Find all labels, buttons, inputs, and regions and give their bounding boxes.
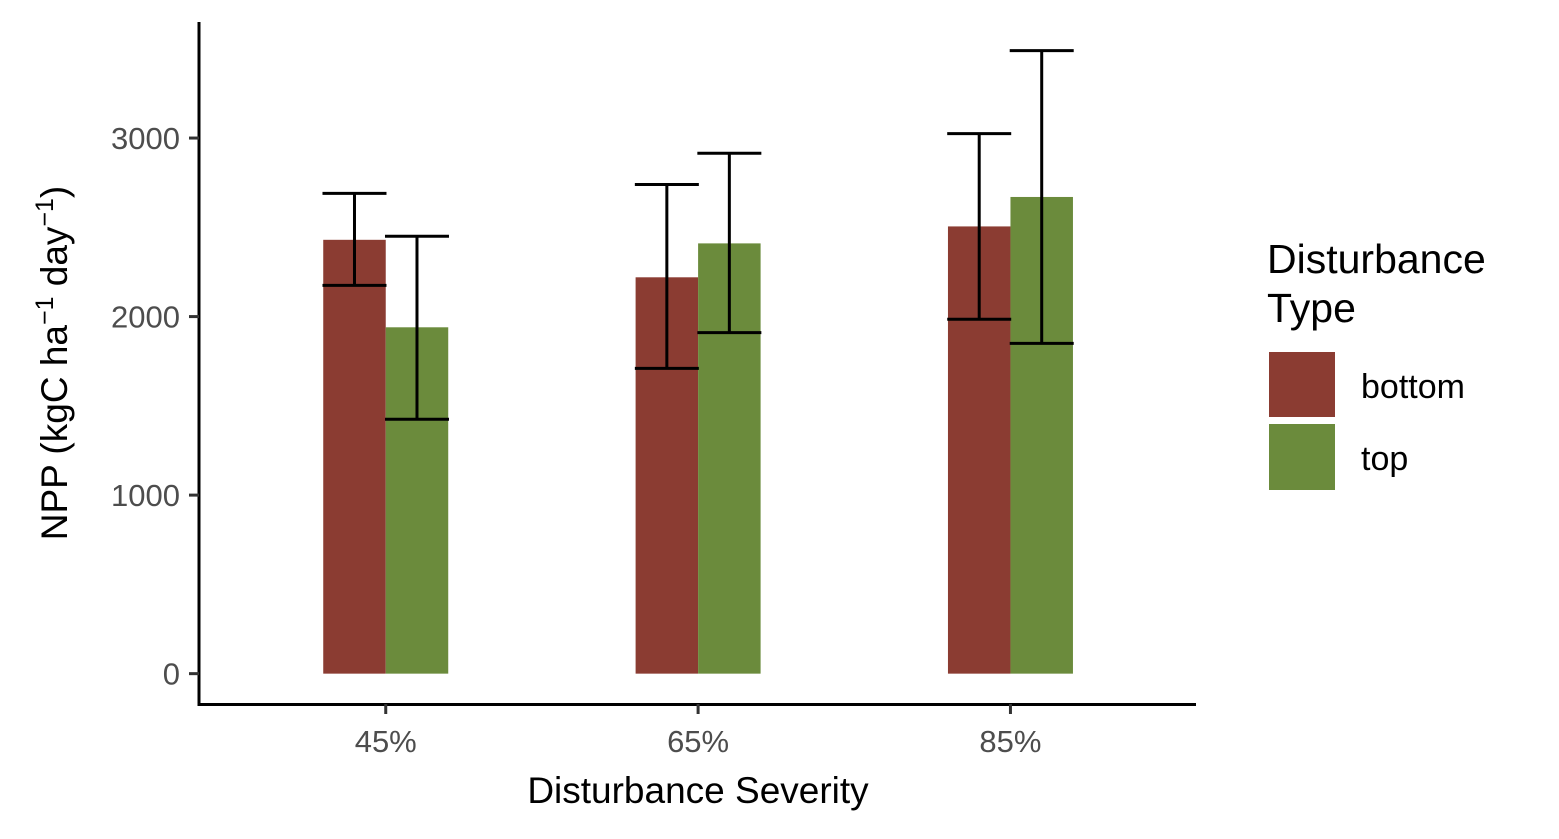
y-tick-label: 2000 [111, 300, 180, 335]
legend-label-bottom: bottom [1361, 368, 1465, 406]
legend: Disturbance Type bottom top [1267, 236, 1486, 490]
y-axis-title-sup1: −1 [31, 297, 59, 326]
y-axis-title-prefix: NPP (kgC ha [34, 325, 75, 541]
bars-layer [323, 196, 1073, 674]
y-ticks: 0 1000 2000 3000 [111, 121, 199, 692]
bar-bottom-0 [323, 239, 386, 674]
errorbar-top-2 [1009, 49, 1074, 345]
y-axis-title-suffix: ) [34, 186, 75, 198]
x-ticks: 45% 65% 85% [355, 704, 1041, 759]
x-tick-label: 85% [979, 724, 1041, 759]
x-tick-label: 45% [355, 724, 417, 759]
legend-title-line1: Disturbance [1267, 236, 1486, 282]
legend-swatch-bottom [1269, 352, 1335, 417]
y-axis-title-sup2: −1 [31, 198, 59, 227]
errorbar-bottom-1 [634, 182, 699, 370]
y-axis-title: NPP (kgC ha−1 day−1) [31, 186, 75, 541]
legend-title-line2: Type [1267, 285, 1356, 331]
errorbar-bottom-0 [322, 191, 387, 287]
y-axis-title-middle: day [34, 226, 75, 296]
x-tick-label: 65% [667, 724, 729, 759]
legend-label-top: top [1361, 440, 1408, 478]
legend-swatch-top [1269, 424, 1335, 490]
y-tick-label: 3000 [111, 121, 180, 156]
y-tick-label: 1000 [111, 478, 180, 513]
errorbar-bottom-2 [947, 132, 1012, 321]
errorbar-top-0 [384, 234, 449, 421]
y-tick-label: 0 [163, 657, 180, 692]
x-axis-title: Disturbance Severity [527, 770, 869, 811]
errorbar-top-1 [697, 151, 762, 335]
errorbars-layer [322, 49, 1074, 421]
